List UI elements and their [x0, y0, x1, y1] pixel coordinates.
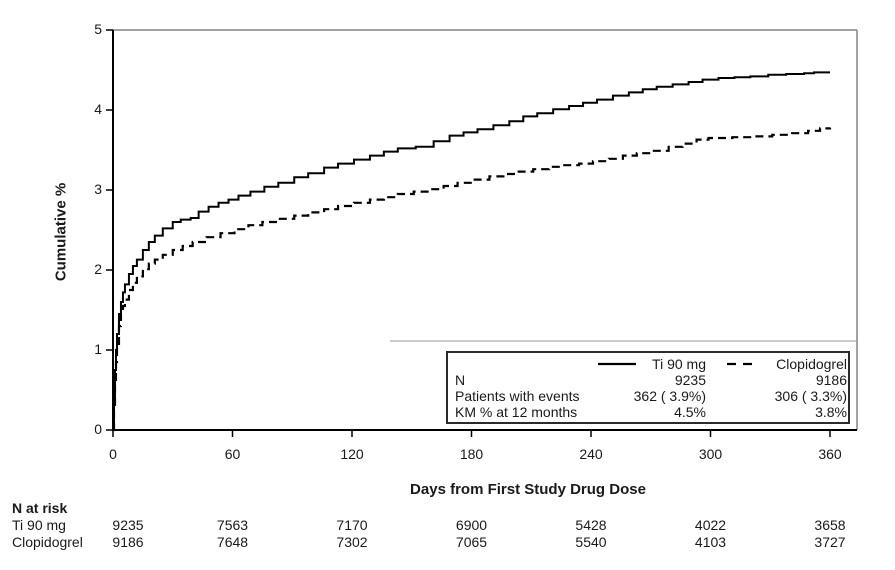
n-at-risk-header: N at risk: [12, 500, 68, 516]
n-at-risk-value: 4103: [694, 534, 727, 550]
x-tick-label: 240: [579, 446, 603, 462]
y-tick-label: 2: [94, 261, 102, 277]
n-at-risk-value: 7563: [216, 517, 249, 533]
n-at-risk-value: 4022: [694, 517, 727, 533]
legend-row-km-label: KM % at 12 months: [455, 404, 578, 420]
n-at-risk-value: 7302: [336, 534, 368, 550]
x-axis-title: Days from First Study Drug Dose: [410, 481, 646, 498]
legend-row-n-clopidogrel: 9186: [815, 372, 847, 388]
km-curve-ti90: [112, 71, 830, 431]
n-at-risk-row-label-clopidogrel: Clopidogrel: [12, 534, 83, 550]
x-tick-label: 300: [698, 446, 723, 462]
y-axis-title: Cumulative %: [52, 182, 70, 282]
n-at-risk-value: 9186: [112, 534, 144, 550]
x-tick-label: 180: [459, 446, 484, 462]
n-at-risk-value: 3727: [814, 534, 846, 550]
n-at-risk-value: 6900: [455, 517, 488, 533]
n-at-risk-value: 3658: [814, 517, 846, 533]
x-tick-label: 0: [109, 446, 117, 462]
legend-row-n-label: N: [455, 372, 466, 388]
legend-row-km-ti90: 4.5%: [674, 404, 706, 420]
y-tick-label: 1: [94, 341, 102, 357]
legend-row-n-ti90: 9235: [674, 372, 706, 388]
x-tick-label: 360: [818, 446, 842, 462]
legend-box: [446, 351, 850, 424]
n-at-risk-value: 7065: [455, 534, 488, 550]
y-tick-label: 4: [94, 101, 102, 117]
n-at-risk-value: 9235: [112, 517, 144, 533]
km-curve-clopidogrel: [112, 127, 832, 432]
legend-row-events-clopidogrel: 306 ( 3.3%): [774, 388, 847, 404]
n-at-risk-value: 7170: [336, 517, 368, 533]
y-tick-label: 3: [94, 181, 102, 197]
x-tick-marks: [112, 430, 831, 437]
n-at-risk-value: 7648: [216, 534, 249, 550]
legend-row-events-ti90: 362 ( 3.9%): [633, 388, 706, 404]
legend-series-clopidogrel-label: Clopidogrel: [776, 356, 847, 372]
x-tick-label: 60: [224, 446, 241, 462]
x-tick-label: 120: [340, 446, 364, 462]
legend-row-events-label: Patients with events: [455, 388, 580, 404]
n-at-risk-value: 5540: [575, 534, 607, 550]
legend-row-km-clopidogrel: 3.8%: [815, 404, 847, 420]
y-tick-label: 0: [94, 421, 102, 437]
legend-series-ti90-label: Ti 90 mg: [652, 356, 706, 372]
y-tick-marks: [106, 29, 113, 431]
y-tick-label: 5: [94, 21, 102, 37]
n-at-risk-row-label-ti90: Ti 90 mg: [12, 517, 66, 533]
n-at-risk-value: 5428: [575, 517, 607, 533]
